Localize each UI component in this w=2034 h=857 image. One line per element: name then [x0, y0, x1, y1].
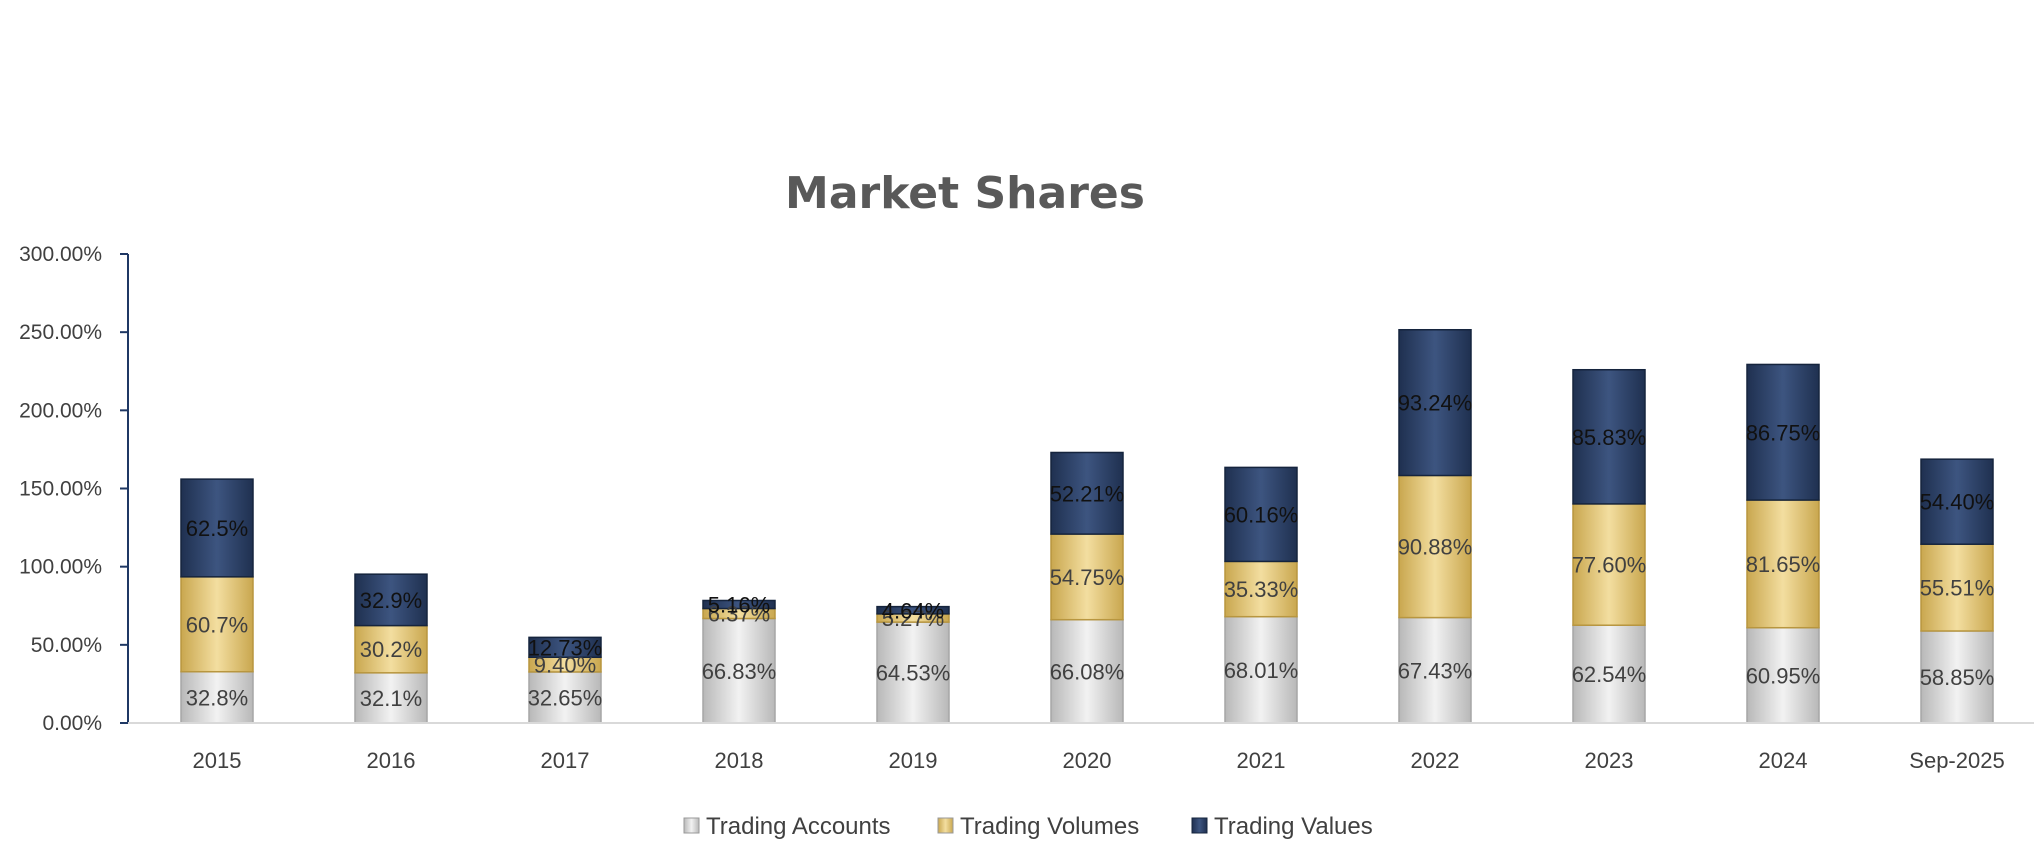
data-label: 90.88%: [1398, 535, 1473, 560]
y-tick-label: 100.00%: [19, 556, 102, 579]
x-tick-label: 2015: [193, 748, 242, 773]
y-tick-label: 0.00%: [42, 712, 102, 735]
bars: [180, 328, 1994, 724]
y-axis: 0.00% 50.00% 100.00% 150.00% 200.00% 250.00% 3…: [19, 243, 129, 735]
bar-segment: [1746, 499, 1820, 629]
data-label: 12.73%: [528, 635, 603, 660]
data-label: 66.08%: [1050, 659, 1125, 684]
data-label: 32.65%: [528, 685, 603, 710]
x-tick-label: 2016: [367, 748, 416, 773]
legend-label: Trading Values: [1214, 813, 1373, 840]
legend-swatch: [1191, 817, 1208, 834]
bar-segment: [1920, 543, 1994, 632]
data-label: 5.16%: [708, 593, 770, 618]
bar-segment: [1398, 328, 1472, 477]
y-tick-label: 150.00%: [19, 478, 102, 501]
x-axis: 2015 2016 2017 2018 2019 2020 2021 2022 2023 2024…: [128, 722, 2034, 773]
legend-swatch: [937, 817, 954, 834]
data-label: 32.8%: [186, 685, 248, 710]
bar-segment: [1746, 626, 1820, 724]
x-tick-label: 2020: [1063, 748, 1112, 773]
y-tick-label: 50.00%: [31, 634, 102, 657]
chart-title: Market Shares: [785, 168, 1145, 219]
bar-segment: [528, 636, 602, 659]
legend-label: Trading Accounts: [706, 813, 891, 840]
data-label: 86.75%: [1746, 420, 1821, 445]
data-label: 62.54%: [1572, 662, 1647, 687]
bar-segment: [180, 576, 254, 673]
bar-segment: [1224, 466, 1298, 563]
data-label: 54.40%: [1920, 490, 1995, 515]
data-label: 77.60%: [1572, 553, 1647, 578]
data-label: 93.24%: [1398, 391, 1473, 416]
data-label: 4.64%: [882, 598, 944, 623]
x-tick-label: 2021: [1237, 748, 1286, 773]
legend-label: Trading Volumes: [960, 813, 1139, 840]
bar-segment: [180, 670, 254, 724]
bar-segment: [1572, 368, 1646, 505]
legend-swatch: [683, 817, 700, 834]
x-tick-label: 2019: [889, 748, 938, 773]
bar-segment: [1920, 458, 1994, 545]
data-label: 54.75%: [1050, 565, 1125, 590]
bar-segment: [180, 478, 254, 578]
bar-segment: [702, 599, 776, 610]
data-label: 32.1%: [360, 686, 422, 711]
x-tick-label: 2023: [1585, 748, 1634, 773]
bar-segment: [1050, 451, 1124, 535]
bar-segment: [876, 605, 950, 615]
x-tick-label: 2017: [541, 748, 590, 773]
data-label: 81.65%: [1746, 552, 1821, 577]
data-label: 52.21%: [1050, 481, 1125, 506]
legend: Trading Accounts Trading Volumes Trading V…: [683, 813, 1373, 840]
y-tick-label: 300.00%: [19, 243, 102, 266]
data-label: 68.01%: [1224, 658, 1299, 683]
bar-segment: [702, 617, 776, 724]
data-label: 55.51%: [1920, 576, 1995, 601]
bar-segment: [1050, 533, 1124, 621]
bar-segment: [1224, 560, 1298, 618]
bar-segment: [1572, 503, 1646, 626]
bar-segment: [1920, 630, 1994, 724]
x-tick-label: Sep-2025: [1909, 748, 2004, 773]
data-label: 64.53%: [876, 661, 951, 686]
bar-segment: [1398, 616, 1472, 724]
x-tick-label: 2022: [1411, 748, 1460, 773]
data-label: 85.83%: [1572, 425, 1647, 450]
bar-segment: [354, 573, 428, 627]
data-labels: 32.8% 60.7% 62.5% 32.1% 30.2% 32.9% 32.65% 9.40…: [186, 391, 1995, 711]
x-tick-label: 2024: [1759, 748, 1808, 773]
data-label: 60.16%: [1224, 502, 1299, 527]
data-label: 62.5%: [186, 516, 248, 541]
data-label: 9.40%: [534, 653, 596, 678]
data-label: 66.83%: [702, 659, 777, 684]
data-label: 32.9%: [360, 588, 422, 613]
data-label: 5.27%: [882, 606, 944, 631]
data-label: 58.85%: [1920, 665, 1995, 690]
data-label: 60.95%: [1746, 663, 1821, 688]
data-label: 35.33%: [1224, 577, 1299, 602]
data-label: 60.7%: [186, 612, 248, 637]
y-tick-label: 200.00%: [19, 399, 102, 422]
y-tick-label: 250.00%: [19, 321, 102, 344]
data-label: 6.37%: [708, 602, 770, 627]
bar-segment: [1050, 618, 1124, 724]
bar-segment: [1746, 363, 1820, 501]
bar-segment: [354, 624, 428, 674]
bar-segment: [1398, 474, 1472, 619]
x-tick-label: 2018: [715, 748, 764, 773]
data-label: 30.2%: [360, 637, 422, 662]
data-label: 67.43%: [1398, 658, 1473, 683]
